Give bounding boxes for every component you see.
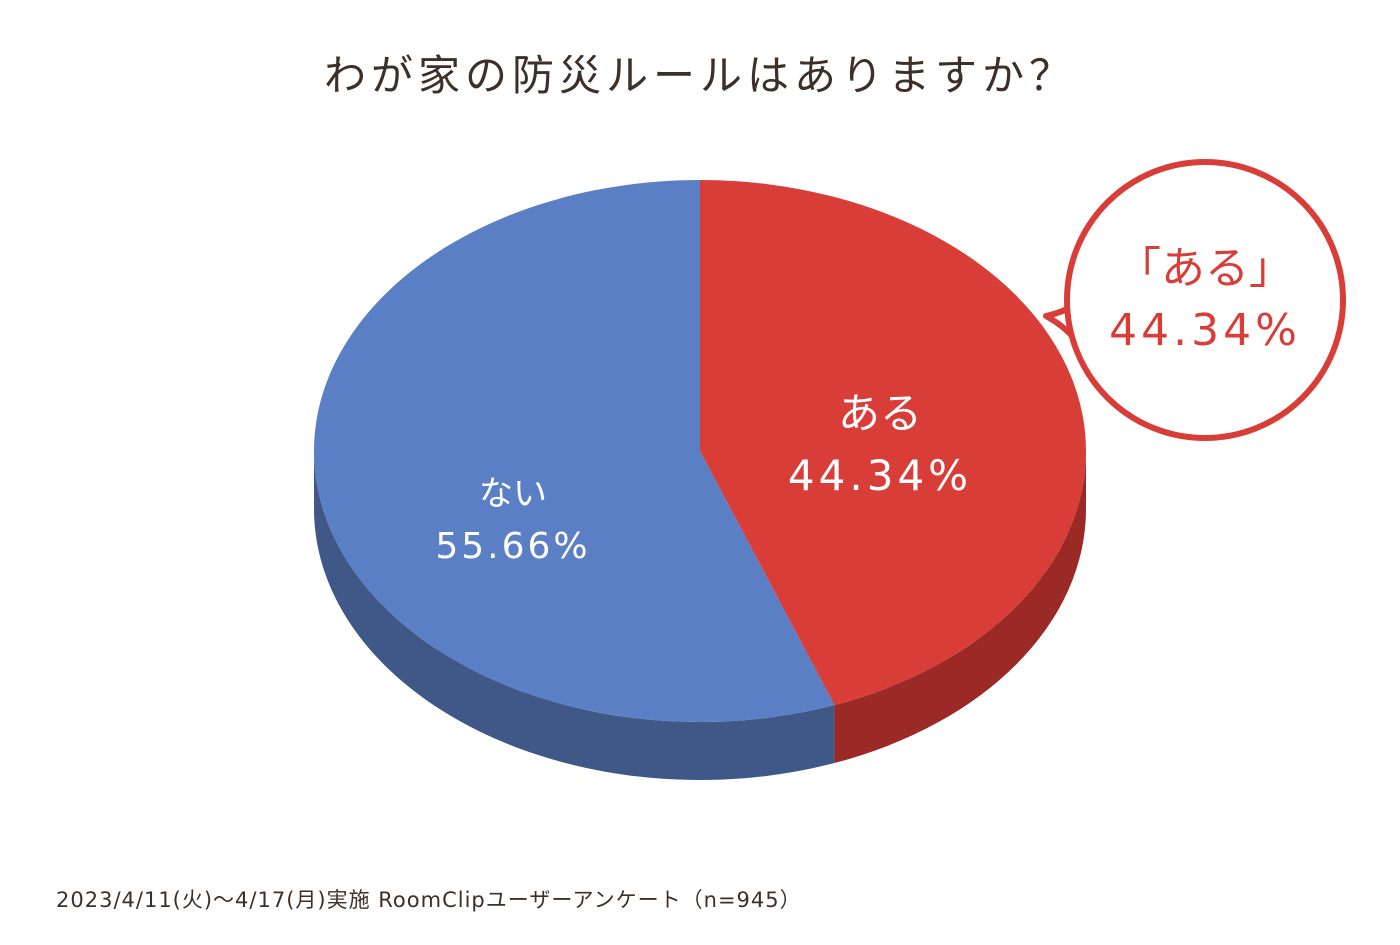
slice-label-aru: ある — [838, 389, 922, 438]
pie-sides — [314, 451, 1086, 780]
pie-slice-nai-side — [314, 451, 835, 780]
chart-title: わが家の防災ルールはありますか？ — [323, 51, 1076, 100]
pie-slice-nai — [313, 180, 835, 722]
pie-tops — [313, 180, 1086, 722]
pie-slice-aru-side — [834, 451, 1086, 764]
pie-slice-aru — [700, 180, 1086, 706]
slice-value-aru: 44.34% — [788, 451, 972, 500]
survey-footnote: 2023/4/11(火)〜4/17(月)実施 RoomClipユーザーアンケート… — [56, 888, 802, 912]
callout-circle — [1064, 159, 1346, 441]
slice-value-nai: 55.66% — [435, 526, 590, 567]
callout-value: 44.34% — [1109, 305, 1301, 356]
slice-label-nai: ない — [479, 474, 547, 514]
callout-label: 「ある」 — [1117, 243, 1293, 294]
callout-bubble: 「ある」 44.34% — [1043, 159, 1346, 441]
